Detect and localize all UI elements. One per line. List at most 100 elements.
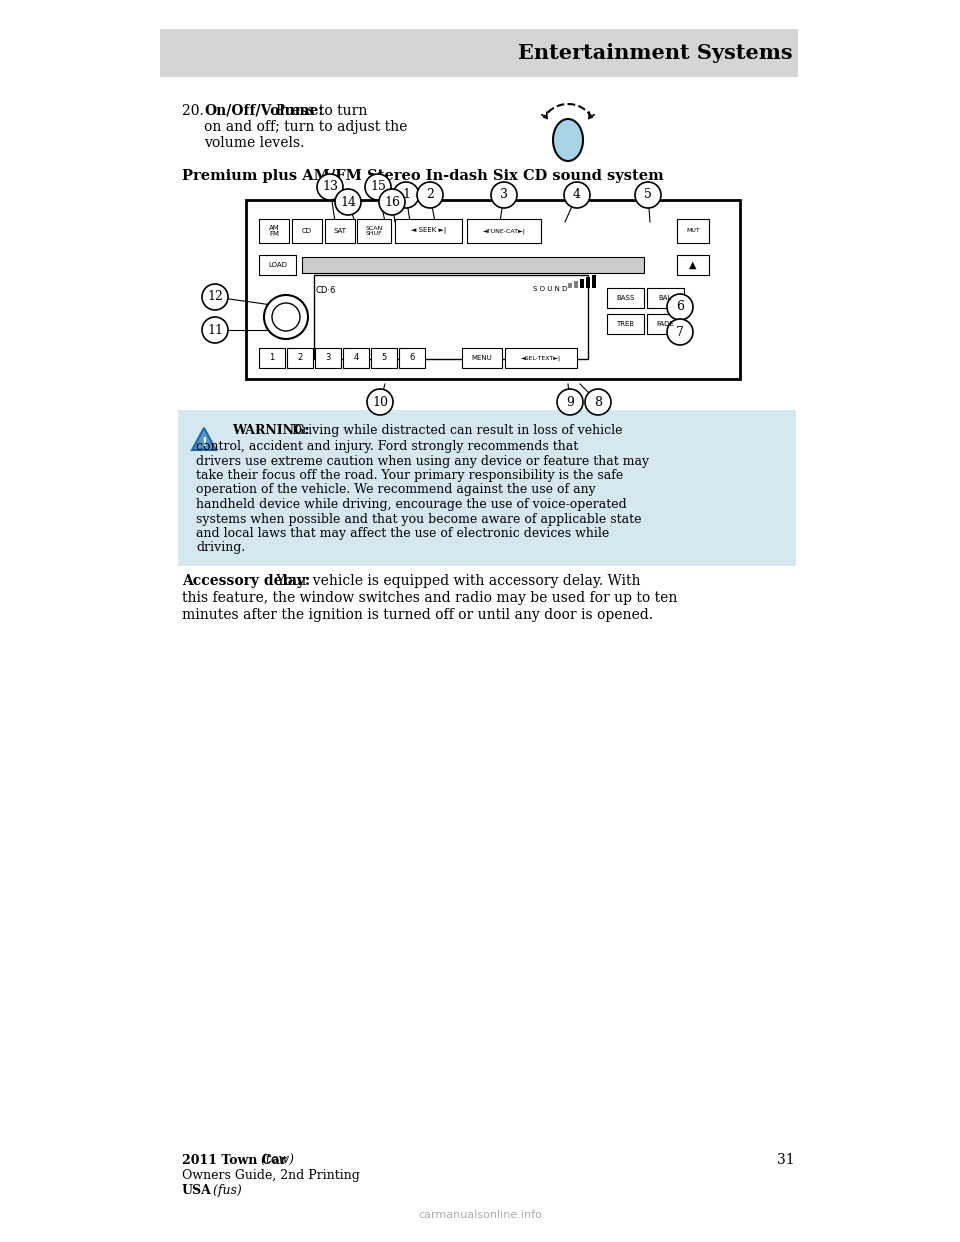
Text: 3: 3 xyxy=(500,189,508,201)
Text: on and off; turn to adjust the: on and off; turn to adjust the xyxy=(204,120,407,134)
FancyBboxPatch shape xyxy=(259,255,296,274)
Bar xyxy=(592,274,596,288)
Text: USA: USA xyxy=(182,1184,212,1197)
FancyBboxPatch shape xyxy=(677,219,709,243)
Text: 8: 8 xyxy=(594,395,602,409)
FancyBboxPatch shape xyxy=(607,288,644,308)
Bar xyxy=(586,277,590,288)
Text: ◄ SEEK ►|: ◄ SEEK ►| xyxy=(411,227,446,235)
FancyBboxPatch shape xyxy=(178,410,796,566)
Text: control, accident and injury. Ford strongly recommends that: control, accident and injury. Ford stron… xyxy=(196,440,578,453)
Text: 15: 15 xyxy=(370,180,386,194)
Text: 2011 Town Car: 2011 Town Car xyxy=(182,1154,286,1167)
Text: 1: 1 xyxy=(402,189,410,201)
Circle shape xyxy=(667,319,693,345)
Text: SCAN
SHUF: SCAN SHUF xyxy=(366,226,383,236)
Circle shape xyxy=(365,174,391,200)
Text: On/Off/Volume:: On/Off/Volume: xyxy=(204,104,324,118)
Text: BASS: BASS xyxy=(616,296,635,301)
Text: Driving while distracted can result in loss of vehicle: Driving while distracted can result in l… xyxy=(288,424,622,437)
Text: 5: 5 xyxy=(381,354,387,363)
Circle shape xyxy=(635,183,661,207)
Text: 31: 31 xyxy=(778,1153,795,1167)
Circle shape xyxy=(667,294,693,320)
Text: BAL: BAL xyxy=(659,296,672,301)
FancyBboxPatch shape xyxy=(314,274,588,359)
Text: (tow): (tow) xyxy=(257,1154,294,1167)
FancyBboxPatch shape xyxy=(287,348,313,368)
Circle shape xyxy=(417,183,443,207)
Text: 12: 12 xyxy=(207,291,223,303)
FancyBboxPatch shape xyxy=(607,314,644,334)
Text: 6: 6 xyxy=(676,301,684,313)
Text: 1: 1 xyxy=(270,354,275,363)
FancyBboxPatch shape xyxy=(357,219,391,243)
Circle shape xyxy=(335,189,361,215)
Text: ▲: ▲ xyxy=(689,260,697,270)
FancyBboxPatch shape xyxy=(462,348,502,368)
FancyBboxPatch shape xyxy=(677,255,709,274)
Text: 3: 3 xyxy=(325,354,330,363)
Text: ◄TUNE-CAT►|: ◄TUNE-CAT►| xyxy=(483,229,525,233)
Circle shape xyxy=(272,303,300,332)
Text: 4: 4 xyxy=(353,354,359,363)
FancyBboxPatch shape xyxy=(343,348,369,368)
Text: SAT: SAT xyxy=(333,229,347,233)
Text: S O U N D: S O U N D xyxy=(533,286,567,292)
FancyBboxPatch shape xyxy=(395,219,462,243)
Text: (fus): (fus) xyxy=(209,1184,242,1197)
Text: minutes after the ignition is turned off or until any door is opened.: minutes after the ignition is turned off… xyxy=(182,609,653,622)
Text: MENU: MENU xyxy=(471,355,492,361)
Text: systems when possible and that you become aware of applicable state: systems when possible and that you becom… xyxy=(196,513,641,525)
Circle shape xyxy=(393,183,419,207)
Text: 16: 16 xyxy=(384,195,400,209)
Text: 5: 5 xyxy=(644,189,652,201)
Circle shape xyxy=(264,296,308,339)
FancyBboxPatch shape xyxy=(259,348,285,368)
Text: Owners Guide, 2nd Printing: Owners Guide, 2nd Printing xyxy=(182,1169,360,1182)
Text: 20.: 20. xyxy=(182,104,208,118)
Text: FADE: FADE xyxy=(657,320,674,327)
Text: this feature, the window switches and radio may be used for up to ten: this feature, the window switches and ra… xyxy=(182,591,678,605)
FancyBboxPatch shape xyxy=(647,314,684,334)
Text: and local laws that may affect the use of electronic devices while: and local laws that may affect the use o… xyxy=(196,527,610,540)
Text: Premium plus AM/FM Stereo In-dash Six CD sound system: Premium plus AM/FM Stereo In-dash Six CD… xyxy=(182,169,663,183)
FancyBboxPatch shape xyxy=(467,219,541,243)
Text: 6: 6 xyxy=(409,354,415,363)
Text: driving.: driving. xyxy=(196,542,245,554)
Text: 10: 10 xyxy=(372,395,388,409)
FancyBboxPatch shape xyxy=(246,200,740,379)
Text: Entertainment Systems: Entertainment Systems xyxy=(518,43,793,63)
Text: !: ! xyxy=(202,436,206,448)
Circle shape xyxy=(367,389,393,415)
FancyBboxPatch shape xyxy=(647,288,684,308)
Text: ◄SEL-TEXT►|: ◄SEL-TEXT►| xyxy=(521,355,561,360)
Text: 14: 14 xyxy=(340,195,356,209)
Text: MUT: MUT xyxy=(686,229,700,233)
Text: LOAD: LOAD xyxy=(268,262,287,268)
Circle shape xyxy=(585,389,611,415)
Circle shape xyxy=(491,183,517,207)
Text: 11: 11 xyxy=(207,323,223,337)
FancyBboxPatch shape xyxy=(399,348,425,368)
Bar xyxy=(568,283,572,288)
Text: 13: 13 xyxy=(322,180,338,194)
FancyBboxPatch shape xyxy=(292,219,322,243)
Circle shape xyxy=(564,183,590,207)
FancyBboxPatch shape xyxy=(259,219,289,243)
Text: operation of the vehicle. We recommend against the use of any: operation of the vehicle. We recommend a… xyxy=(196,483,596,497)
Ellipse shape xyxy=(553,119,583,161)
Text: Accessory delay:: Accessory delay: xyxy=(182,574,310,587)
FancyBboxPatch shape xyxy=(315,348,341,368)
Bar xyxy=(574,281,578,288)
Polygon shape xyxy=(192,428,216,450)
Text: 2: 2 xyxy=(298,354,302,363)
Text: 4: 4 xyxy=(573,189,581,201)
Bar xyxy=(580,279,584,288)
Text: Your vehicle is equipped with accessory delay. With: Your vehicle is equipped with accessory … xyxy=(272,574,640,587)
Text: carmanualsonline.info: carmanualsonline.info xyxy=(418,1210,542,1220)
Text: handheld device while driving, encourage the use of voice-operated: handheld device while driving, encourage… xyxy=(196,498,627,510)
Text: take their focus off the road. Your primary responsibility is the safe: take their focus off the road. Your prim… xyxy=(196,469,623,482)
FancyBboxPatch shape xyxy=(505,348,577,368)
Text: TREB: TREB xyxy=(616,320,635,327)
